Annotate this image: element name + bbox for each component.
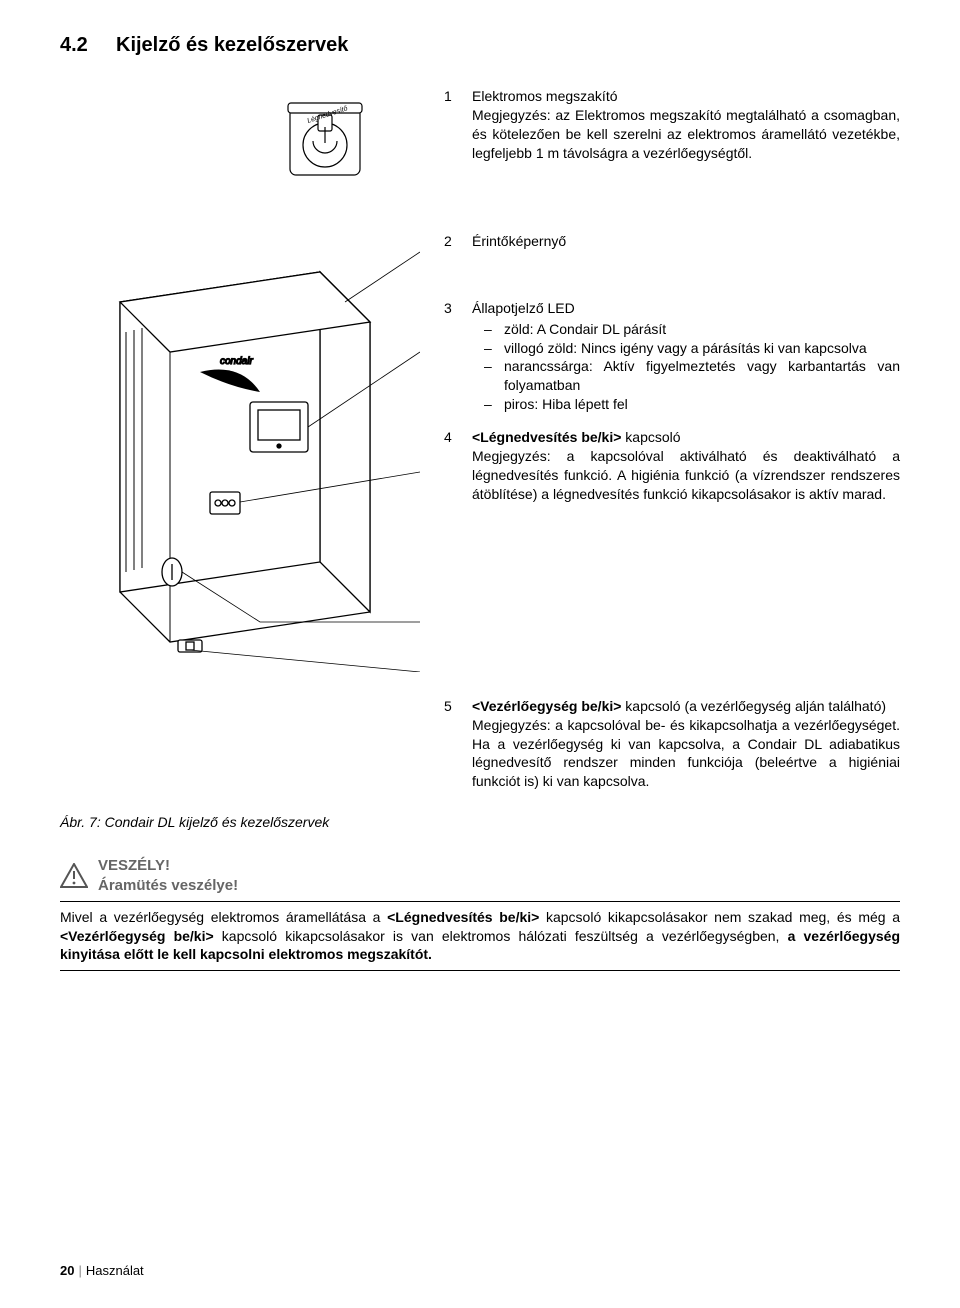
danger-title-2: Áramütés veszélye! <box>98 876 238 896</box>
item-number: 5 <box>444 697 462 791</box>
item-body: Megjegyzés: a kapcsolóval aktiválható és… <box>472 448 900 502</box>
item-text: <Vezérlőegység be/ki> kapcsoló (a vezérl… <box>472 697 900 791</box>
heading-title: Kijelző és kezelőszervek <box>116 34 348 56</box>
item-text: <Légnedvesítés be/ki> kapcsoló Megjegyzé… <box>472 428 900 504</box>
item-lead: <Légnedvesítés be/ki> <box>472 429 621 445</box>
item-rest: kapcsoló <box>621 429 680 445</box>
item-number: 2 <box>444 232 462 251</box>
section-heading: 4.2Kijelző és kezelőszervek <box>60 32 900 59</box>
device-illustration-main: condair <box>60 232 420 677</box>
control-unit-svg: condair <box>60 232 420 672</box>
item-title: Érintőképernyő <box>472 232 900 251</box>
sublist: –zöld: A Condair DL párásít –villogó zöl… <box>472 320 900 414</box>
item-text: Állapotjelző LED –zöld: A Condair DL pár… <box>472 299 900 416</box>
footer-sep: | <box>78 1263 81 1278</box>
item-body: Megjegyzés: az Elektromos megszakító meg… <box>472 107 900 161</box>
item-title: Állapotjelző LED <box>472 300 575 316</box>
row-item-5: 5 <Vezérlőegység be/ki> kapcsoló (a vezé… <box>444 697 900 791</box>
item-body: Megjegyzés: a kapcsolóval be- és kikapcs… <box>472 717 900 790</box>
row-item-1: Légnedvesítő 1 Elektromos megszakító Meg… <box>60 87 900 212</box>
danger-title-1: VESZÉLY! <box>98 856 238 876</box>
danger-text: Mivel a vezérlőegység elektromos áramell… <box>60 909 387 925</box>
page-number: 20 <box>60 1263 74 1278</box>
warning-icon <box>60 863 88 889</box>
sublist-item: piros: Hiba lépett fel <box>504 395 628 414</box>
sublist-item: zöld: A Condair DL párásít <box>504 320 666 339</box>
danger-bold: <Légnedvesítés be/ki> <box>387 909 539 925</box>
page-footer: 20 | Használat <box>60 1262 144 1280</box>
footer-section: Használat <box>86 1263 144 1278</box>
item-lead: <Vezérlőegység be/ki> <box>472 698 621 714</box>
svg-text:condair: condair <box>220 356 253 367</box>
item-title: Elektromos megszakító <box>472 88 618 104</box>
item-number: 1 <box>444 87 462 163</box>
danger-text: kapcsoló kikapcsolásakor nem szakad meg,… <box>539 909 900 925</box>
item-number: 3 <box>444 299 462 416</box>
danger-bold: <Vezérlőegység be/ki> <box>60 928 214 944</box>
heading-number: 4.2 <box>60 32 116 59</box>
list-item-1: 1 Elektromos megszakító Megjegyzés: az E… <box>444 87 900 163</box>
danger-box: VESZÉLY! Áramütés veszélye! Mivel a vezé… <box>60 856 900 971</box>
sublist-item: villogó zöld: Nincs igény vagy a párásít… <box>504 339 867 358</box>
sublist-item: narancssárga: Aktív figyelmeztetés vagy … <box>504 357 900 395</box>
danger-body: Mivel a vezérlőegység elektromos áramell… <box>60 901 900 972</box>
list-item-3: 3 Állapotjelző LED –zöld: A Condair DL p… <box>444 299 900 416</box>
breaker-svg: Légnedvesítő <box>60 87 420 207</box>
row-item-2-4: condair <box>60 232 900 677</box>
danger-text: kapcsoló kikapcsolásakor is van elektrom… <box>214 928 788 944</box>
item-text: Elektromos megszakító Megjegyzés: az Ele… <box>472 87 900 163</box>
item-rest: kapcsoló (a vezérlőegység alján találhat… <box>621 698 886 714</box>
figure-caption: Ábr. 7: Condair DL kijelző és kezelőszer… <box>60 813 900 832</box>
device-illustration-top: Légnedvesítő <box>60 87 420 212</box>
list-item-4: 4 <Légnedvesítés be/ki> kapcsoló Megjegy… <box>444 428 900 504</box>
list-item-5: 5 <Vezérlőegység be/ki> kapcsoló (a vezé… <box>444 697 900 791</box>
item-number: 4 <box>444 428 462 504</box>
danger-heading: VESZÉLY! Áramütés veszélye! <box>60 856 900 897</box>
list-item-2: 2 Érintőképernyő <box>444 232 900 251</box>
